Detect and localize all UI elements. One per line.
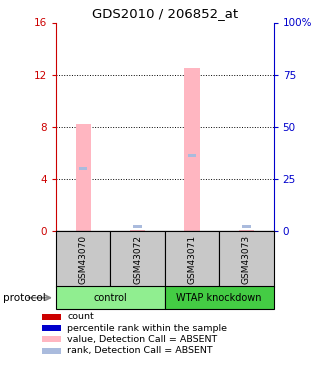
Bar: [165, 231, 219, 287]
Bar: [239, 230, 254, 231]
Title: GDS2010 / 206852_at: GDS2010 / 206852_at: [92, 7, 238, 20]
Bar: [184, 68, 200, 231]
Bar: [188, 153, 196, 157]
Bar: [219, 231, 274, 287]
Text: count: count: [67, 312, 94, 321]
Text: GSM43071: GSM43071: [188, 235, 196, 284]
Bar: [79, 166, 87, 170]
Bar: [242, 225, 251, 228]
Text: value, Detection Call = ABSENT: value, Detection Call = ABSENT: [67, 335, 218, 344]
Text: GSM43072: GSM43072: [133, 235, 142, 284]
Bar: [133, 225, 142, 228]
Text: percentile rank within the sample: percentile rank within the sample: [67, 324, 227, 333]
Bar: [110, 231, 165, 287]
Text: GSM43070: GSM43070: [79, 235, 88, 284]
Bar: [56, 231, 110, 287]
Text: WTAP knockdown: WTAP knockdown: [176, 293, 262, 303]
Bar: [76, 124, 91, 231]
Bar: [56, 286, 165, 309]
Text: GSM43073: GSM43073: [242, 235, 251, 284]
Bar: [130, 230, 145, 231]
Bar: [165, 286, 274, 309]
Text: control: control: [93, 293, 127, 303]
Text: rank, Detection Call = ABSENT: rank, Detection Call = ABSENT: [67, 346, 213, 355]
Text: protocol: protocol: [3, 293, 46, 303]
